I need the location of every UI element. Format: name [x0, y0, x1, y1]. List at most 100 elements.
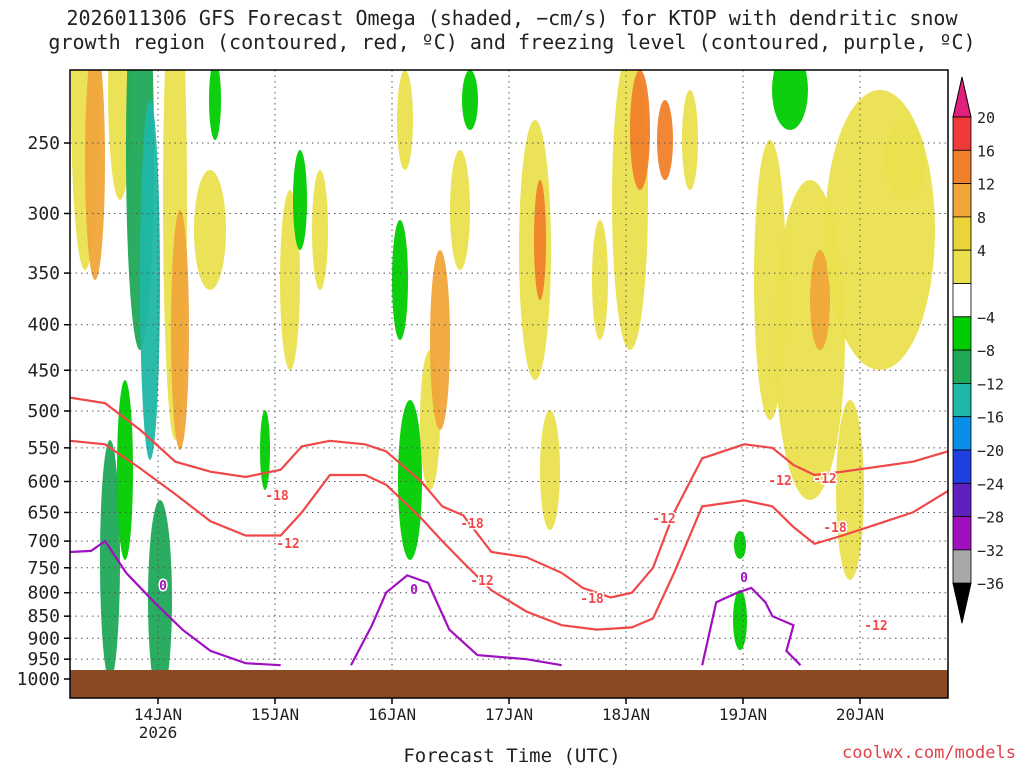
colorbar-segment [952, 183, 972, 218]
contour-line [350, 574, 562, 667]
omega-shade-region [836, 400, 864, 580]
x-tick-label: 17JAN [485, 705, 533, 724]
colorbar-segment [952, 382, 972, 418]
ground-terrain [70, 670, 948, 698]
x-tick-label: 18JAN [602, 705, 650, 724]
omega-shade-region [140, 100, 160, 460]
x-axis-label: Forecast Time (UTC) [403, 745, 621, 767]
contour-label: -12 [768, 474, 791, 489]
colorbar: 20 16 12 8 4 −4 −8 −12 −16 −20 −24 −28 −32 −36 [952, 76, 1004, 624]
x-tick-label: 20JAN [836, 705, 884, 724]
title-line-2: growth region (contoured, red, ºC) and f… [48, 30, 976, 54]
omega-shade-region [293, 150, 307, 250]
omega-shade-region [260, 410, 270, 490]
contour-label: -18 [823, 521, 847, 536]
colorbar-tick-label: 8 [977, 209, 986, 227]
colorbar-tick-label: 12 [977, 176, 995, 194]
y-tick-label: 300 [27, 203, 60, 224]
y-tick-label: 350 [27, 263, 60, 284]
colorbar-tick-label: −36 [977, 575, 1004, 593]
colorbar-segment [952, 349, 972, 384]
omega-shade-region [148, 500, 172, 698]
omega-shade-region [117, 380, 133, 560]
credit-link[interactable]: coolwx.com/models [842, 743, 1016, 763]
colorbar-tick-label: 4 [977, 242, 986, 260]
omega-shade-region [398, 400, 422, 560]
omega-shade-region [733, 590, 747, 650]
omega-shade-region [885, 120, 925, 200]
colorbar-tick-label: 20 [977, 109, 995, 127]
colorbar-segment [952, 216, 972, 251]
colorbar-tick-label: 16 [977, 142, 995, 160]
contour-lines: -18 -12 -18 -12 -18 -12 -12 -18 -12 -12 0 0 0 [70, 396, 948, 667]
omega-shade-region [682, 90, 698, 190]
omega-shade-region [100, 440, 120, 680]
colorbar-tick-label: −20 [977, 442, 1004, 460]
colorbar-tick-label: −4 [977, 309, 995, 327]
contour-line [70, 396, 948, 599]
y-tick-label: 900 [27, 628, 60, 649]
colorbar-segment [952, 249, 972, 284]
colorbar-arrow-bottom [952, 582, 972, 624]
omega-shade-region [209, 70, 221, 140]
omega-shade-region [430, 250, 450, 430]
contour-label: -12 [276, 537, 299, 552]
contour-line [70, 439, 948, 631]
y-tick-label: 250 [27, 133, 60, 154]
omega-shading [71, 70, 935, 698]
y-tick-label: 500 [27, 401, 60, 422]
contour-label: -12 [470, 574, 493, 589]
y-tick-label: 800 [27, 583, 60, 604]
y-tick-label: 1000 [17, 669, 60, 690]
x-year-label: 2026 [139, 723, 178, 742]
y-tick-label: 650 [27, 502, 60, 523]
colorbar-tick-label: −16 [977, 409, 1004, 427]
contour-label: -12 [813, 472, 836, 487]
y-tick-label: 400 [27, 315, 60, 336]
title-line-1: 2026011306 GFS Forecast Omega (shaded, −… [66, 6, 958, 30]
y-tick-label: 450 [27, 360, 60, 381]
x-tick-label: 19JAN [719, 705, 767, 724]
colorbar-segment [952, 482, 972, 517]
omega-shade-region [540, 410, 560, 530]
contour-label: -12 [864, 619, 887, 634]
contour-line [701, 586, 802, 666]
omega-shade-region [462, 70, 478, 130]
contour-label: -12 [652, 512, 675, 527]
contour-line [70, 539, 281, 667]
omega-shade-region [657, 100, 673, 180]
x-tick-label: 15JAN [251, 705, 299, 724]
colorbar-segment [952, 283, 972, 318]
y-tick-label: 550 [27, 438, 60, 459]
contour-label: 0 [740, 571, 748, 586]
omega-shade-region [592, 220, 608, 340]
omega-shade-region [734, 531, 746, 559]
y-tick-label: 600 [27, 471, 60, 492]
omega-shade-region [630, 70, 650, 190]
time-axis: 14JAN 15JAN 16JAN 17JAN 18JAN 19JAN 20JAN 2026 [134, 698, 884, 742]
y-tick-label: 950 [27, 649, 60, 670]
omega-shade-region [397, 70, 413, 170]
contour-label: 0 [410, 583, 418, 598]
omega-shade-region [392, 220, 408, 340]
y-tick-label: 850 [27, 606, 60, 627]
contour-label: -18 [580, 592, 604, 607]
omega-shade-region [108, 70, 132, 200]
omega-shade-region [450, 150, 470, 270]
omega-shade-region [85, 70, 105, 280]
colorbar-tick-label: −28 [977, 509, 1004, 527]
contour-label: 0 [159, 579, 167, 594]
chart-title: 2026011306 GFS Forecast Omega (shaded, −… [0, 6, 1024, 54]
colorbar-segment [952, 316, 972, 351]
colorbar-segment [952, 516, 972, 551]
x-tick-label: 16JAN [368, 705, 416, 724]
pressure-axis: 2503003504004505005506006507007508008509… [17, 133, 70, 690]
colorbar-tick-label: −12 [977, 375, 1004, 393]
colorbar-segment [952, 549, 972, 584]
y-tick-label: 700 [27, 531, 60, 552]
colorbar-segment [952, 449, 972, 484]
colorbar-tick-label: −32 [977, 542, 1004, 560]
colorbar-tick-label: −8 [977, 342, 995, 360]
colorbar-tick-label: −24 [977, 475, 1004, 493]
